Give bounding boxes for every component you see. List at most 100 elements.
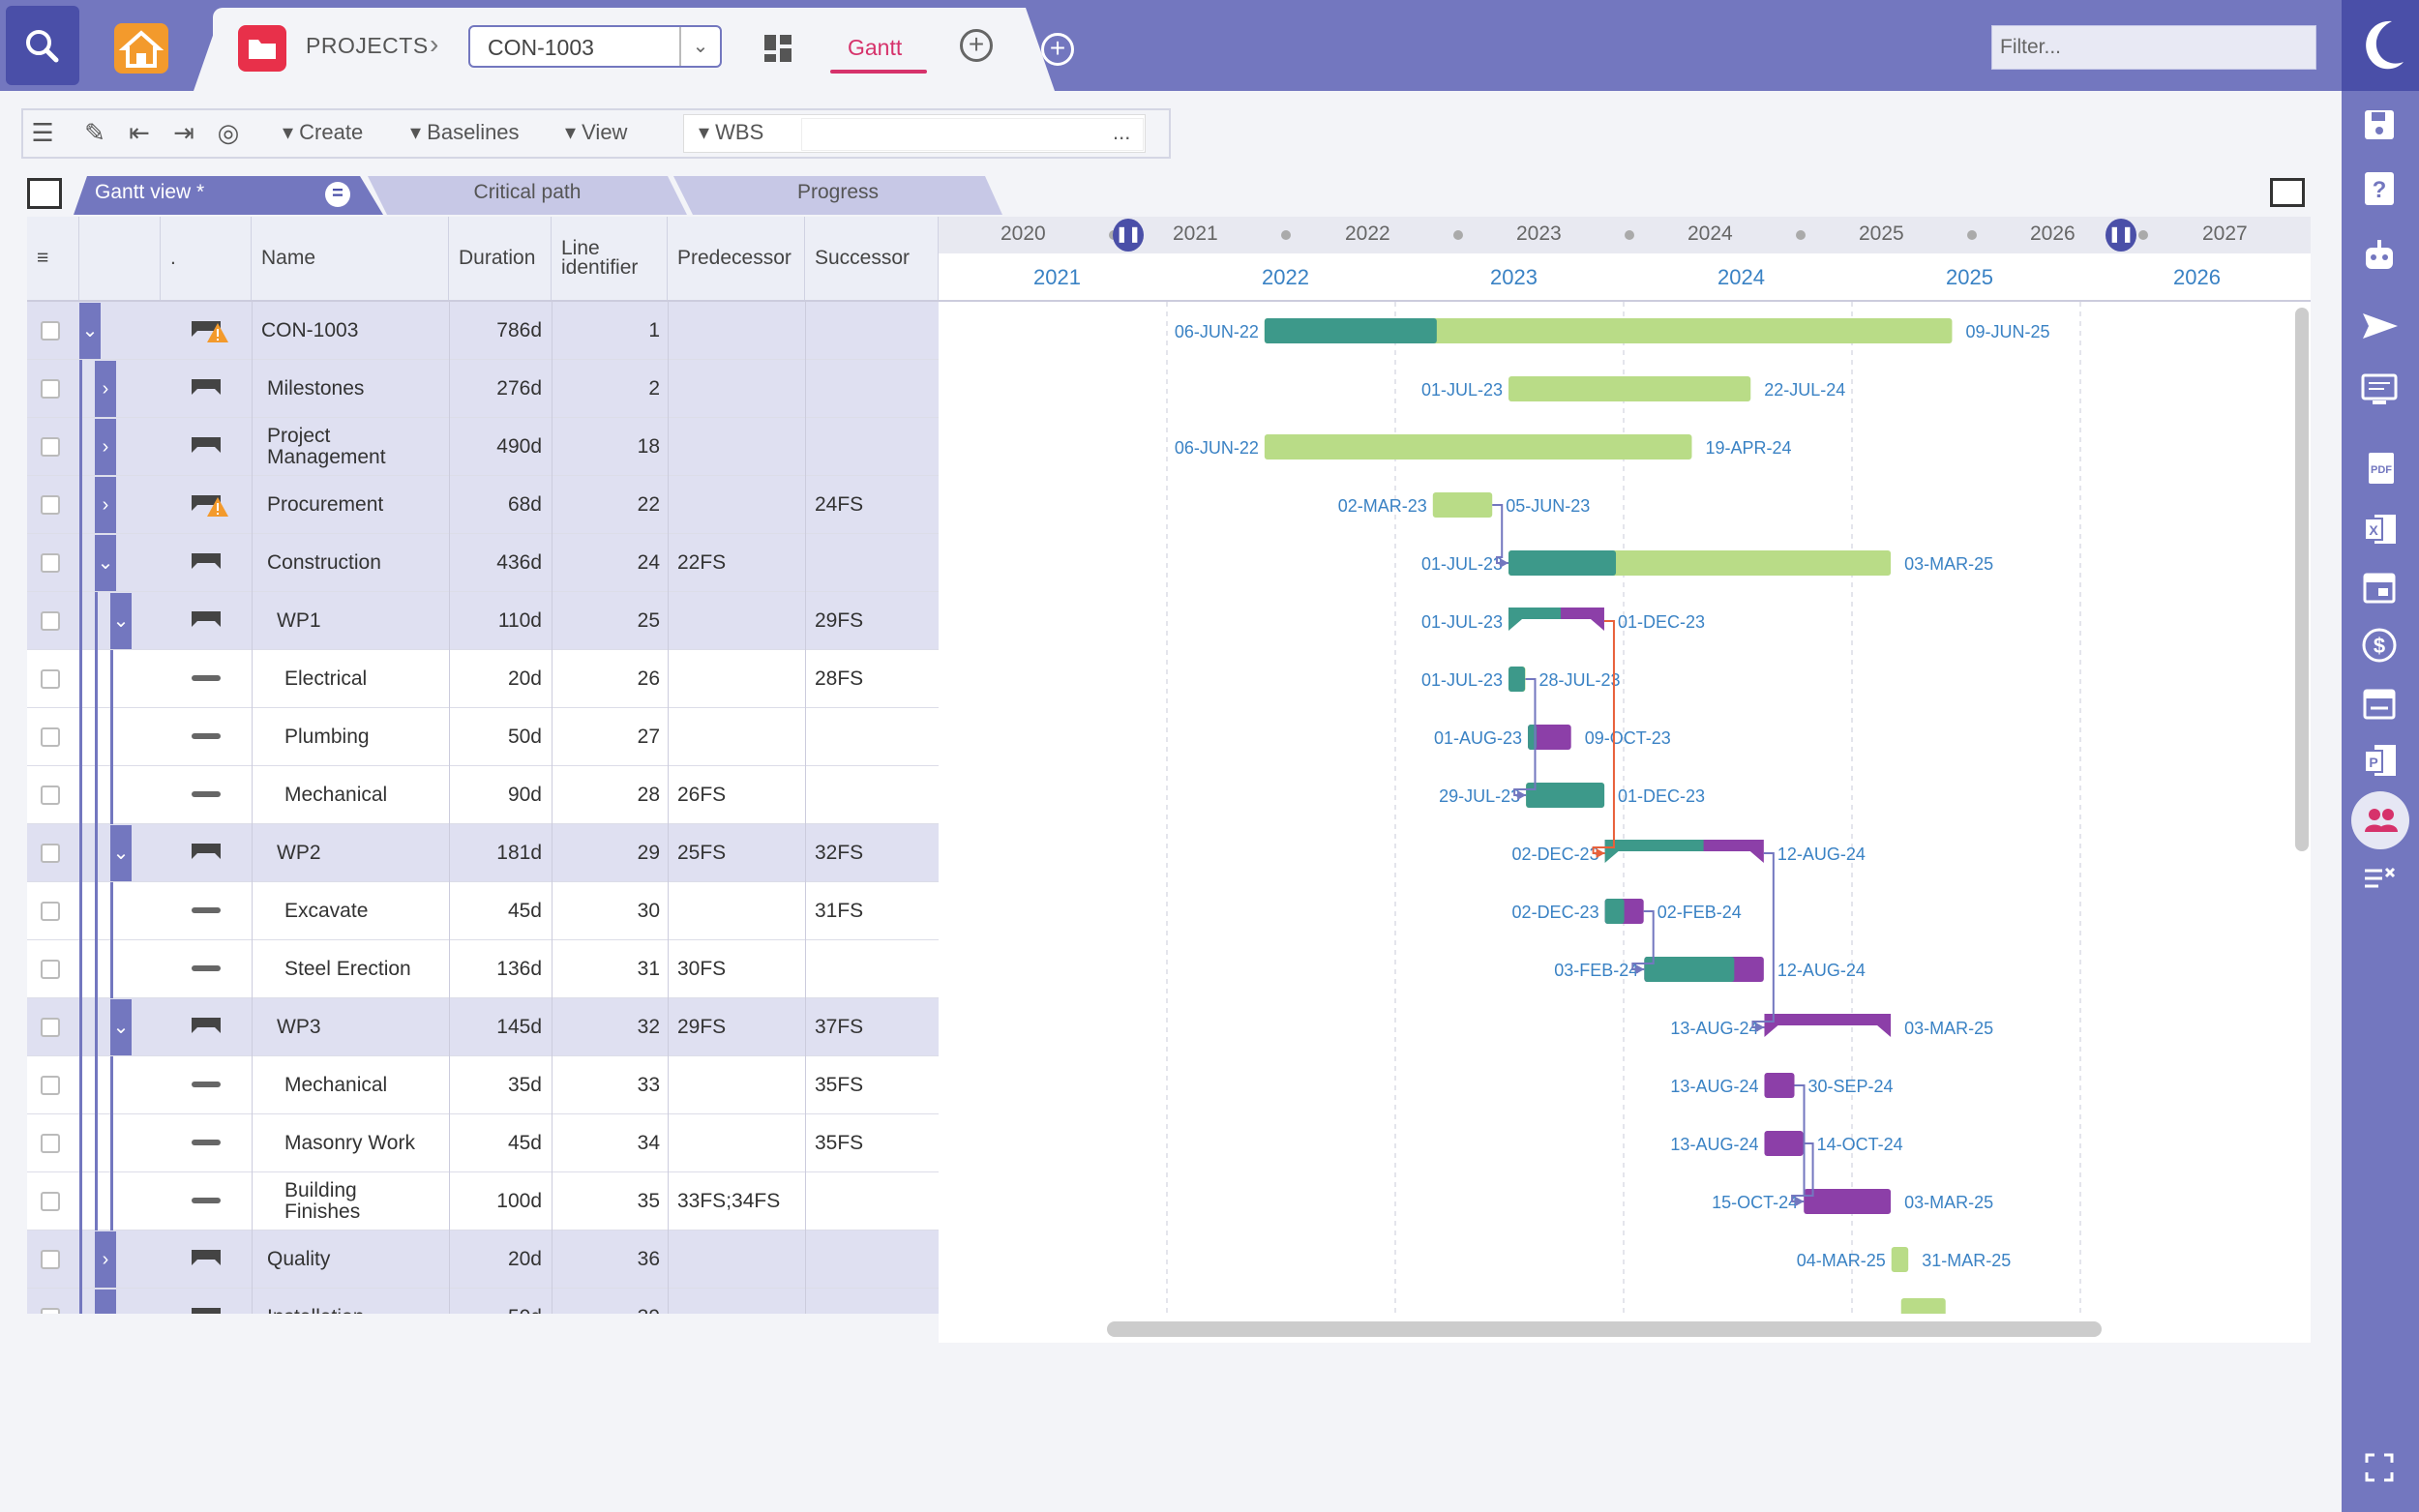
gantt-task-bar[interactable] (1432, 492, 1493, 518)
task-duration[interactable]: 276d (496, 377, 542, 400)
col-successor[interactable]: Successor (805, 217, 939, 300)
task-name[interactable]: WP3 (277, 1016, 321, 1038)
monitor-icon[interactable] (2357, 368, 2402, 412)
row-checkbox[interactable] (41, 1018, 60, 1037)
task-name[interactable]: Quality (267, 1248, 331, 1270)
target-icon[interactable]: ◎ (217, 118, 240, 147)
table-row[interactable]: Steel Erection 136d 31 30FS (27, 940, 939, 998)
task-successor[interactable]: 32FS (815, 842, 864, 864)
filter-input[interactable]: Filter... (1991, 25, 2316, 70)
row-checkbox[interactable] (41, 1076, 60, 1095)
pdf-icon[interactable]: PDF (2357, 447, 2402, 491)
task-name[interactable]: Construction (267, 551, 381, 574)
collapse-icon[interactable]: ⌄ (95, 535, 116, 591)
task-predecessor[interactable]: 26FS (677, 784, 727, 806)
task-duration[interactable]: 110d (497, 609, 542, 632)
robot-icon[interactable] (2357, 234, 2402, 279)
h-scrollbar[interactable] (1107, 1321, 2102, 1337)
task-name[interactable]: Procurement (267, 493, 384, 516)
row-checkbox[interactable] (41, 321, 60, 341)
row-checkbox[interactable] (41, 553, 60, 573)
task-name[interactable]: Masonry Work (284, 1132, 415, 1154)
breadcrumb-projects[interactable]: PROJECTS (306, 33, 429, 58)
tab-gantt-view[interactable]: Gantt view * (95, 181, 205, 203)
task-duration[interactable]: 35d (507, 1074, 542, 1096)
task-name[interactable]: Electrical (284, 667, 368, 690)
row-checkbox[interactable] (41, 1250, 60, 1269)
table-row[interactable]: › Milestones 276d 2 (27, 360, 939, 418)
gantt-task-bar[interactable] (1804, 1189, 1892, 1214)
row-checkbox[interactable] (41, 1134, 60, 1153)
row-checkbox[interactable] (41, 437, 60, 457)
gantt-task-bar[interactable] (1764, 1073, 1795, 1098)
tab-menu-icon[interactable]: = (325, 182, 350, 207)
table-row[interactable]: Plumbing 50d 27 (27, 708, 939, 766)
app-logo[interactable] (2342, 0, 2419, 91)
v-scrollbar[interactable] (2295, 308, 2309, 851)
tab-progress[interactable]: Progress (796, 181, 880, 203)
panel-toggle-left[interactable] (27, 178, 62, 209)
task-duration[interactable]: 100d (496, 1190, 542, 1212)
chevron-down-icon[interactable]: ⌄ (679, 27, 720, 66)
task-duration[interactable]: 145d (496, 1016, 542, 1038)
table-row[interactable]: ⌄ Construction 436d 24 22FS (27, 534, 939, 592)
expand-icon[interactable]: › (95, 477, 116, 533)
task-successor[interactable]: 35FS (815, 1074, 864, 1096)
col-duration[interactable]: Duration (449, 217, 552, 300)
task-predecessor[interactable]: 22FS (677, 551, 727, 574)
range-handle-right[interactable]: ❚❚ (2105, 219, 2136, 252)
help-icon[interactable]: ? (2357, 166, 2402, 211)
collapse-icon[interactable]: ⌄ (110, 999, 132, 1055)
task-duration[interactable]: 786d (496, 319, 542, 341)
task-duration[interactable]: 20d (507, 667, 542, 690)
warning-icon[interactable] (207, 323, 228, 342)
dollar-icon[interactable]: $ (2357, 623, 2402, 667)
row-checkbox[interactable] (41, 960, 60, 979)
project-icon[interactable]: P (2357, 739, 2402, 784)
warning-icon[interactable] (207, 497, 228, 517)
gantt-task-bar[interactable] (1508, 376, 1751, 401)
gantt-task-bar[interactable] (1264, 318, 1953, 343)
calendar-icon[interactable] (2357, 565, 2402, 609)
task-name[interactable]: Mechanical (284, 1074, 388, 1096)
task-successor[interactable]: 24FS (815, 493, 864, 516)
wbs-dropdown[interactable]: ▾ WBS (699, 120, 763, 145)
gantt-task-bar[interactable] (1508, 667, 1526, 692)
gantt-task-bar[interactable] (1508, 608, 1604, 631)
add-tab-icon[interactable]: + (960, 29, 993, 62)
task-name[interactable]: WP1 (277, 609, 321, 632)
task-name[interactable]: CON-1003 (261, 319, 359, 341)
row-checkbox[interactable] (41, 611, 60, 631)
home-button[interactable] (114, 23, 168, 74)
projects-button[interactable] (238, 25, 286, 72)
expand-icon[interactable]: › (95, 361, 116, 417)
table-row[interactable]: ⌄ WP1 110d 25 29FS (27, 592, 939, 650)
panel-toggle-right[interactable] (2270, 178, 2305, 207)
row-checkbox[interactable] (41, 727, 60, 747)
task-successor[interactable]: 28FS (815, 667, 864, 690)
task-duration[interactable]: 20d (507, 1248, 542, 1270)
row-checkbox[interactable] (41, 902, 60, 921)
task-successor[interactable]: 35FS (815, 1132, 864, 1154)
table-row[interactable]: ⌄ WP3 145d 32 29FS 37FS (27, 998, 939, 1056)
row-checkbox[interactable] (41, 669, 60, 689)
task-duration[interactable]: 436d (496, 551, 542, 574)
task-duration[interactable]: 181d (496, 842, 542, 864)
range-handle-left[interactable]: ❚❚ (1113, 219, 1144, 252)
collapse-icon[interactable]: ⌄ (110, 825, 132, 881)
settings-sliders-icon[interactable]: ☰ (31, 118, 54, 147)
task-name[interactable]: Building Finishes (284, 1179, 361, 1223)
table-row[interactable]: Masonry Work 45d 34 35FS (27, 1114, 939, 1172)
excel-icon[interactable]: X (2357, 507, 2402, 551)
tab-gantt[interactable]: Gantt (848, 35, 903, 60)
table-row[interactable]: › Quality 20d 36 (27, 1230, 939, 1289)
task-duration[interactable]: 68d (507, 493, 542, 516)
task-duration[interactable]: 45d (507, 1132, 542, 1154)
row-menu-icon[interactable]: ≡ (27, 217, 79, 300)
edit-icon[interactable]: ✎ (84, 118, 105, 147)
expand-icon[interactable]: › (95, 1231, 116, 1288)
table-row[interactable]: › Procurement 68d 22 24FS (27, 476, 939, 534)
row-checkbox[interactable] (41, 379, 60, 399)
row-checkbox[interactable] (41, 1192, 60, 1211)
table-row[interactable]: Mechanical 90d 28 26FS (27, 766, 939, 824)
